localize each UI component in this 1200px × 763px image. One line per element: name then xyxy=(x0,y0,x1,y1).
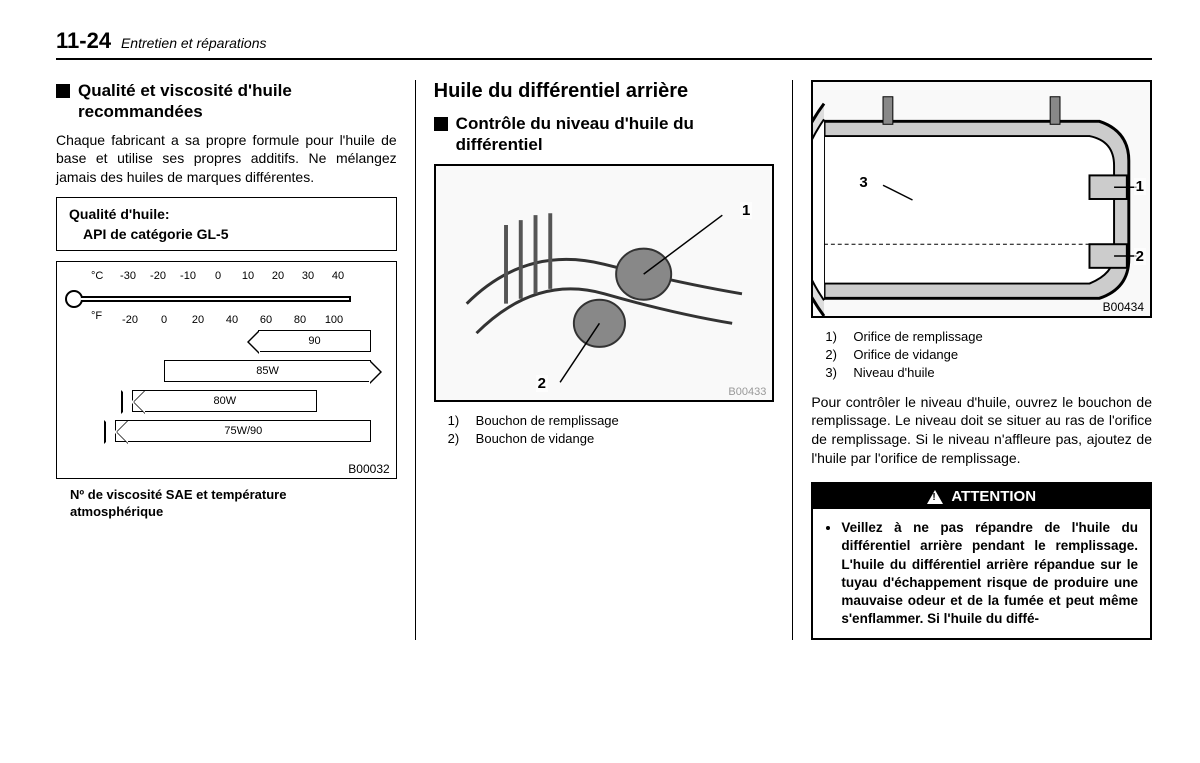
legend-text: Bouchon de vidange xyxy=(476,430,595,448)
viscosity-bars: 90 85W 80W 75W/90 xyxy=(101,330,386,450)
tick: -30 xyxy=(113,270,143,282)
figure-legend: 1) Bouchon de remplissage 2) Bouchon de vid… xyxy=(434,412,775,448)
attention-header: ATTENTION xyxy=(813,484,1150,509)
diff-underside-svg xyxy=(436,166,773,400)
oil-quality-label: Qualité d'huile: xyxy=(69,206,384,222)
legend-item: 2) Bouchon de vidange xyxy=(448,430,775,448)
callout-2: 2 xyxy=(1134,248,1146,265)
column-divider xyxy=(792,80,793,640)
tick: 20 xyxy=(181,314,215,326)
subheading: Contrôle du niveau d'huile du différenti… xyxy=(456,113,775,156)
tick: 80 xyxy=(283,314,317,326)
figure-legend: 1) Orifice de remplissage 2) Orifice de vid… xyxy=(811,328,1152,383)
legend-text: Orifice de remplissage xyxy=(853,328,982,346)
column-divider xyxy=(415,80,416,640)
chapter-title: Entretien et réparations xyxy=(121,35,267,51)
tick: 30 xyxy=(293,270,323,282)
legend-number: 1) xyxy=(448,412,466,430)
warning-triangle-icon xyxy=(927,490,943,504)
legend-text: Orifice de vidange xyxy=(853,346,958,364)
tick: 60 xyxy=(249,314,283,326)
square-bullet-icon xyxy=(56,84,70,98)
callout-1: 1 xyxy=(740,202,752,219)
paragraph: Chaque fabricant a sa propre formule pou… xyxy=(56,131,397,188)
callout-3: 3 xyxy=(857,174,869,191)
legend-number: 3) xyxy=(825,364,843,382)
legend-item: 1) Orifice de remplissage xyxy=(825,328,1152,346)
legend-text: Niveau d'huile xyxy=(853,364,934,382)
tick: 10 xyxy=(233,270,263,282)
legend-text: Bouchon de remplissage xyxy=(476,412,619,430)
page-header: 11-24 Entretien et réparations xyxy=(56,28,1152,60)
column-1: Qualité et viscosité d'huile recommandée… xyxy=(56,80,397,640)
square-bullet-icon xyxy=(434,117,448,131)
figure-code: B00032 xyxy=(348,462,389,476)
tick: 100 xyxy=(317,314,351,326)
tick: 40 xyxy=(323,270,353,282)
subheading: Qualité et viscosité d'huile recommandée… xyxy=(78,80,397,123)
oil-quality-value: API de catégorie GL-5 xyxy=(69,226,384,242)
figure-differential-underside: 1 2 B00433 xyxy=(434,164,775,402)
paragraph: Pour contrôler le niveau d'huile, ouvrez… xyxy=(811,393,1152,469)
legend-item: 1) Bouchon de remplissage xyxy=(448,412,775,430)
legend-number: 2) xyxy=(448,430,466,448)
attention-body: Veillez à ne pas répandre de l'huile du … xyxy=(813,509,1150,638)
column-3: 3 1 2 B00434 1) Orifice de remplissage 2) O… xyxy=(811,80,1152,640)
viscosity-chart: °C -30-20-10010203040 °F -20020406080100… xyxy=(56,261,397,479)
oil-quality-box: Qualité d'huile: API de catégorie GL-5 xyxy=(56,197,397,251)
legend-item: 3) Niveau d'huile xyxy=(825,364,1152,382)
figure-code: B00433 xyxy=(728,386,766,398)
legend-number: 2) xyxy=(825,346,843,364)
legend-number: 1) xyxy=(825,328,843,346)
figure-differential-cutaway: 3 1 2 B00434 xyxy=(811,80,1152,318)
legend-item: 2) Orifice de vidange xyxy=(825,346,1152,364)
subheading-block: Contrôle du niveau d'huile du différenti… xyxy=(434,113,775,156)
celsius-label: °C xyxy=(91,270,103,282)
main-heading: Huile du différentiel arrière xyxy=(434,80,775,103)
viscosity-bar: 90 xyxy=(258,330,372,352)
tick: 40 xyxy=(215,314,249,326)
tick: -20 xyxy=(143,270,173,282)
attention-box: ATTENTION Veillez à ne pas répandre de l… xyxy=(811,482,1152,640)
subheading-block: Qualité et viscosité d'huile recommandée… xyxy=(56,80,397,123)
diff-cutaway-svg xyxy=(813,82,1150,316)
attention-title: ATTENTION xyxy=(951,488,1036,505)
column-2: Huile du différentiel arrière Contrôle d… xyxy=(434,80,775,640)
chart-caption: Nº de viscosité SAE et température atmos… xyxy=(56,487,397,521)
figure-code: B00434 xyxy=(1103,300,1144,314)
callout-1: 1 xyxy=(1134,178,1146,195)
callout-2: 2 xyxy=(536,375,548,392)
fahrenheit-label: °F xyxy=(91,310,102,322)
tick: 20 xyxy=(263,270,293,282)
viscosity-bar: 75W/90 xyxy=(115,420,371,442)
fahrenheit-scale: -20020406080100 xyxy=(113,314,390,326)
tick: -20 xyxy=(113,314,147,326)
tick: 0 xyxy=(147,314,181,326)
page-number: 11-24 xyxy=(56,28,111,53)
content-columns: Qualité et viscosité d'huile recommandée… xyxy=(56,80,1152,640)
tick: 0 xyxy=(203,270,233,282)
attention-text: Veillez à ne pas répandre de l'huile du … xyxy=(841,519,1138,628)
celsius-scale: -30-20-10010203040 xyxy=(113,270,390,282)
viscosity-bar: 85W xyxy=(164,360,372,382)
viscosity-bar: 80W xyxy=(132,390,317,412)
tick: -10 xyxy=(173,270,203,282)
